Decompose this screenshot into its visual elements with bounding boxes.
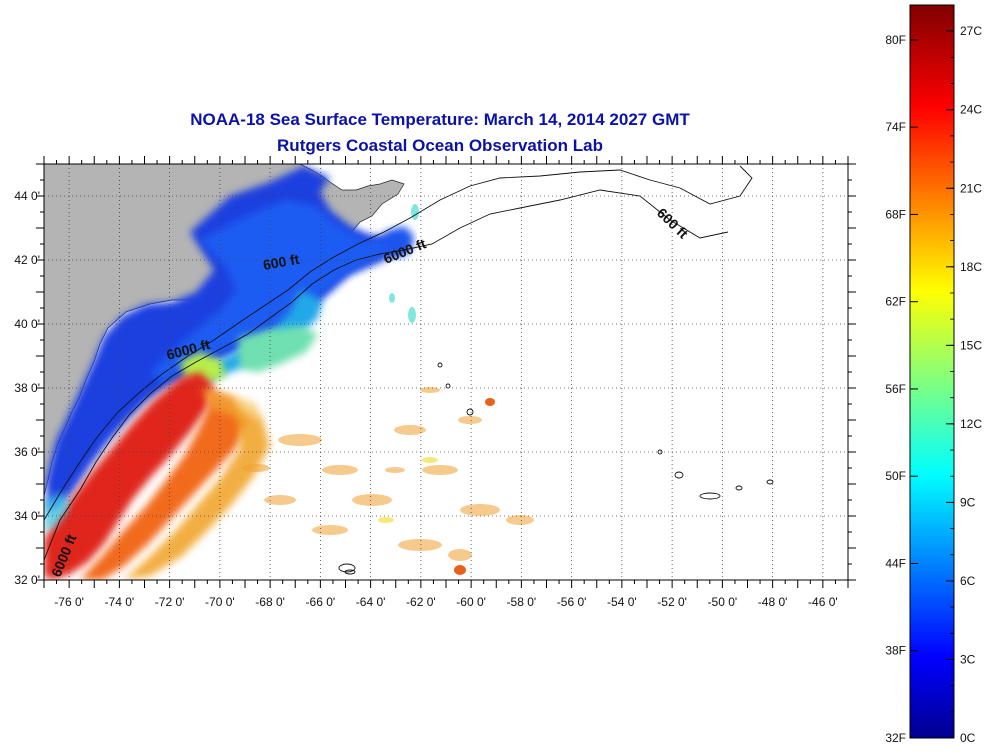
fahrenheit-label: 50F [885,469,906,483]
celsius-label: 6C [960,574,976,588]
chart-subtitle: Rutgers Coastal Ocean Observation Lab [277,136,603,155]
lon-tick-label: -74 0' [105,595,135,609]
grid-lines [44,164,848,580]
colorbar-ticks: 0C 3C 6C 9C 12C 15C 18C 21C 24C 27C 32F 38F 44F 50F 56… [885,4,982,745]
lon-tick-label: -66 0' [306,595,336,609]
lat-tick-label: 34 0' [14,509,40,523]
celsius-label: 15C [960,338,982,352]
fahrenheit-label: 32F [885,731,906,745]
fahrenheit-label: 62F [885,295,906,309]
fahrenheit-label: 38F [885,644,906,658]
lat-tick-label: 32 0' [14,573,40,587]
lon-tick-label: -68 0' [255,595,285,609]
sst-scatter-patches [242,387,534,561]
lon-tick-label: -62 0' [406,595,436,609]
lat-tick-label: 44 0' [14,189,40,203]
lon-tick-label: -50 0' [708,595,738,609]
lat-tick-label: 40 0' [14,317,40,331]
lon-tick-label: -76 0' [54,595,84,609]
lat-tick-label: 42 0' [14,253,40,267]
longitude-axis: -76 0' -74 0' -72 0' -70 0' -68 0' -66 0' -64 … [43,156,849,609]
fahrenheit-label: 56F [885,382,906,396]
lat-tick-label: 36 0' [14,445,40,459]
lon-tick-label: -54 0' [607,595,637,609]
celsius-label: 9C [960,495,976,509]
lon-tick-label: -58 0' [507,595,537,609]
map-plot-area [44,164,848,580]
colorbar-gradient [909,4,955,739]
fahrenheit-label: 80F [885,33,906,47]
lon-tick-label: -60 0' [456,595,486,609]
celsius-label: 27C [960,24,982,38]
celsius-label: 0C [960,731,976,745]
latitude-axis: 32 0' 34 0' 36 0' 38 0' 40 0' 42 0' 44 0' [14,163,856,587]
lon-tick-label: -56 0' [557,595,587,609]
lon-tick-label: -64 0' [356,595,386,609]
celsius-label: 24C [960,103,982,117]
celsius-label: 3C [960,652,976,666]
lon-tick-label: -70 0' [205,595,235,609]
chart-title: NOAA-18 Sea Surface Temperature: March 1… [190,110,690,129]
fahrenheit-label: 68F [885,207,906,221]
celsius-label: 12C [960,417,982,431]
lat-tick-label: 38 0' [14,381,40,395]
celsius-label: 18C [960,260,982,274]
contour-label-600ft-1: 600 ft [262,251,301,273]
fahrenheit-label: 44F [885,556,906,570]
lon-tick-label: -48 0' [758,595,788,609]
sst-field [44,166,534,580]
fahrenheit-label: 74F [885,120,906,134]
lon-tick-label: -72 0' [155,595,185,609]
lon-tick-label: -46 0' [808,595,838,609]
lon-tick-label: -52 0' [657,595,687,609]
celsius-label: 21C [960,181,982,195]
